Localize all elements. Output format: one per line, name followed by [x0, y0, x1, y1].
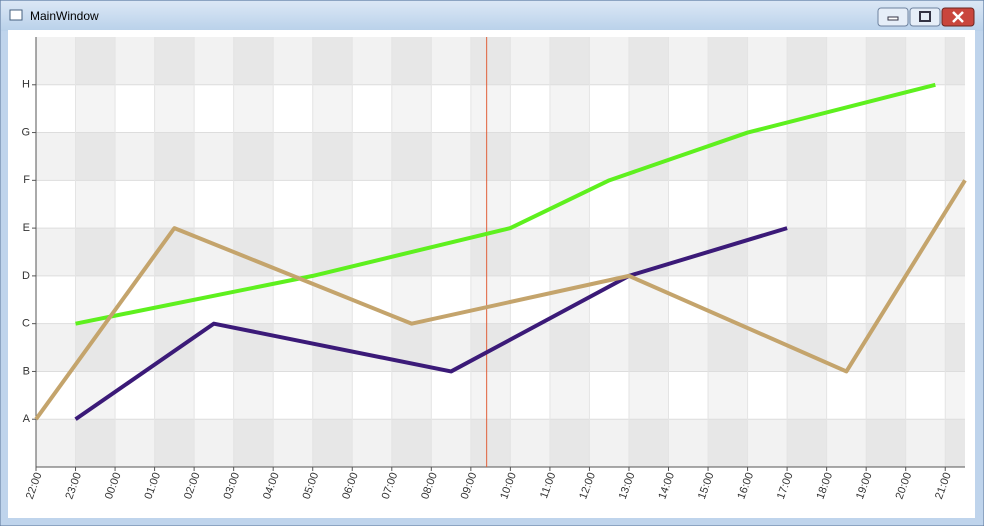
row-band	[36, 37, 965, 85]
window-title: MainWindow	[30, 9, 99, 23]
app-icon	[9, 9, 23, 21]
column-band	[312, 37, 353, 467]
column-band	[470, 37, 511, 467]
y-tick-label: G	[21, 126, 30, 138]
column-band	[945, 37, 965, 467]
row-band	[36, 132, 965, 181]
row-band	[36, 419, 965, 467]
column-band	[787, 37, 827, 467]
column-band	[628, 37, 669, 467]
column-band	[549, 37, 590, 467]
y-tick-label: D	[22, 270, 30, 282]
title-bar	[1, 1, 983, 31]
y-tick-label: E	[23, 222, 30, 234]
maximize-button[interactable]	[909, 7, 941, 27]
maximize-icon	[919, 11, 931, 22]
row-band	[36, 323, 965, 372]
column-band	[75, 37, 116, 467]
column-band	[866, 37, 906, 467]
column-band	[233, 37, 274, 467]
close-icon	[952, 11, 964, 23]
series-line	[75, 82, 936, 326]
y-tick-label: C	[22, 318, 30, 330]
column-band	[154, 37, 195, 467]
series-line	[74, 226, 788, 421]
y-tick-label: B	[23, 365, 30, 377]
minimize-icon	[887, 16, 899, 21]
y-tick-label: H	[22, 79, 30, 91]
y-tick-label: A	[23, 413, 31, 425]
y-tick-label: F	[23, 174, 30, 186]
series-line	[34, 179, 967, 421]
